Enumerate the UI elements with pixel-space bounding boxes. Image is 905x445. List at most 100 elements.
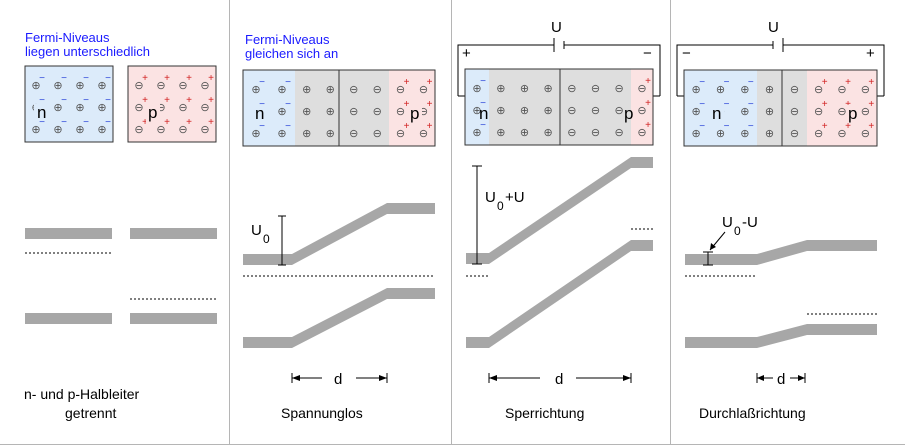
donor-ion: ⊕	[31, 124, 40, 136]
electron: −	[480, 120, 486, 131]
hole: +	[645, 76, 651, 87]
donor-ion: ⊕	[302, 84, 311, 96]
donor-ion: ⊕	[53, 102, 62, 114]
donor-ion: ⊕	[302, 106, 311, 118]
donor-ion: ⊕	[692, 128, 701, 140]
donor-ion: ⊕	[251, 128, 260, 140]
potential-subscript: 0	[263, 232, 270, 246]
acceptor-ion: ⊖	[134, 102, 143, 114]
arrow-right	[379, 375, 387, 381]
electron: −	[39, 95, 45, 106]
p-label: p	[148, 103, 157, 122]
hole: +	[645, 120, 651, 131]
electron: −	[39, 73, 45, 84]
n-region	[243, 70, 295, 146]
voltage-label: U	[768, 19, 779, 36]
electron: −	[699, 99, 705, 110]
electron: −	[39, 117, 45, 128]
acceptor-ion: ⊖	[837, 128, 846, 140]
hole: +	[164, 95, 170, 106]
electron: −	[724, 99, 730, 110]
donor-ion: ⊕	[544, 127, 553, 139]
electron: −	[83, 117, 89, 128]
donor-ion: ⊕	[97, 102, 106, 114]
potential-subscript: 0	[734, 224, 741, 238]
acceptor-ion: ⊖	[349, 128, 358, 140]
donor-ion: ⊕	[716, 128, 725, 140]
acceptor-ion: ⊖	[200, 124, 209, 136]
acceptor-ion: ⊖	[814, 128, 823, 140]
p-label: p	[848, 104, 857, 123]
electron: −	[480, 76, 486, 87]
valence-band	[243, 288, 435, 348]
acceptor-ion: ⊖	[567, 127, 576, 139]
electron: −	[285, 77, 291, 88]
donor-ion: ⊕	[496, 127, 505, 139]
hole: +	[208, 73, 214, 84]
potential-suffix: +U	[505, 189, 525, 206]
hole: +	[142, 95, 148, 106]
electron: −	[285, 99, 291, 110]
p-valence-band	[130, 313, 217, 324]
caption-line-1: n- und p-Halbleiter	[24, 386, 140, 402]
donor-ion: ⊕	[277, 84, 286, 96]
electron: −	[748, 121, 754, 132]
hole: +	[645, 98, 651, 109]
donor-ion: ⊕	[520, 83, 529, 95]
arrow-left	[489, 375, 497, 381]
hole: +	[404, 99, 410, 110]
acceptor-ion: ⊖	[861, 84, 870, 96]
p-region	[807, 70, 877, 146]
electron: −	[724, 77, 730, 88]
acceptor-ion: ⊖	[178, 102, 187, 114]
depletion-ions: ⊕ ⊕ ⊕ ⊖ ⊖ ⊖	[765, 84, 799, 140]
n-region	[465, 69, 489, 145]
acceptor-ion: ⊖	[615, 83, 624, 95]
donor-ion: ⊕	[53, 124, 62, 136]
electron: −	[259, 77, 265, 88]
donor-ion: ⊕	[251, 84, 260, 96]
potential-label: U	[485, 189, 496, 206]
potential-marker	[278, 215, 286, 266]
depletion-ions: ⊕ ⊕ ⊕ ⊕ ⊕ ⊕ ⊖ ⊖ ⊖ ⊖ ⊖ ⊖	[302, 84, 382, 140]
circuit-wire	[457, 38, 661, 97]
acceptor-ion: ⊖	[373, 106, 382, 118]
p-label-bg	[846, 105, 860, 123]
electron: −	[748, 99, 754, 110]
hole: +	[164, 73, 170, 84]
potential-pointer-arrow	[710, 243, 716, 250]
hole: +	[427, 77, 433, 88]
donor-ion: ⊕	[765, 128, 774, 140]
heading-line-1: Fermi-Niveaus	[25, 30, 110, 45]
hole: +	[208, 117, 214, 128]
caption: Sperrichtung	[505, 405, 584, 421]
donor-ion: ⊕	[740, 106, 749, 118]
acceptor-ion: ⊖	[837, 84, 846, 96]
electron: −	[61, 95, 67, 106]
acceptor-ion: ⊖	[419, 84, 428, 96]
acceptor-ion: ⊖	[567, 83, 576, 95]
plus-terminal: +	[462, 45, 471, 62]
donor-ion: ⊕	[97, 124, 106, 136]
arrow-right	[798, 375, 805, 381]
electron: −	[105, 73, 111, 84]
donor-ion: ⊕	[496, 105, 505, 117]
donor-ion: ⊕	[740, 84, 749, 96]
heading-line-1: Fermi-Niveaus	[245, 32, 330, 47]
p-conduction-band	[130, 228, 217, 239]
acceptor-ion: ⊖	[419, 106, 428, 118]
donor-ion: ⊕	[277, 128, 286, 140]
acceptor-ion: ⊖	[419, 128, 428, 140]
donor-ion: ⊕	[716, 84, 725, 96]
width-label: d	[334, 371, 342, 388]
hole: +	[404, 121, 410, 132]
acceptor-ion: ⊖	[637, 83, 646, 95]
electron: −	[61, 73, 67, 84]
acceptor-ion: ⊖	[200, 102, 209, 114]
n-label: n	[479, 104, 488, 123]
panel-reverse-bias: U + − ⊕−⊕−⊕− ⊕⊕⊕⊕⊕⊕⊕⊕⊕⊖⊖⊖⊖⊖⊖⊖⊖⊖ ⊖+⊖+⊖+ n…	[457, 19, 661, 421]
acceptor-ion: ⊖	[615, 127, 624, 139]
n-label-bg	[34, 104, 48, 120]
hole: +	[822, 99, 828, 110]
